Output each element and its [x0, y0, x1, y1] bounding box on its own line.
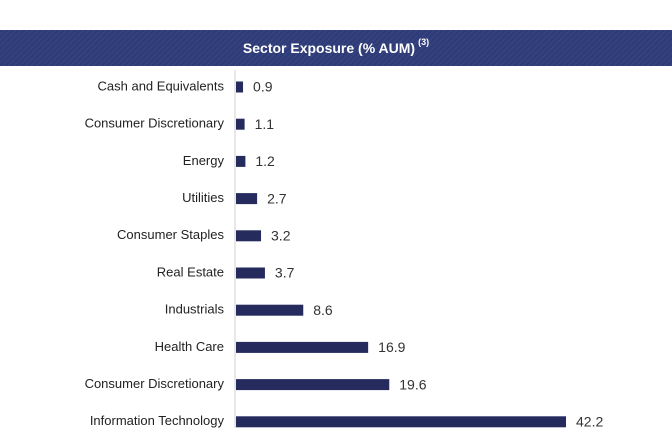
bar [236, 416, 566, 428]
category-label: Utilities [182, 190, 224, 205]
title-note: (3) [418, 37, 429, 47]
category-label: Consumer Discretionary [85, 376, 225, 391]
value-label: 42.2 [576, 414, 603, 428]
header-band [0, 30, 672, 66]
value-label: 16.9 [378, 339, 405, 355]
value-label: 1.1 [255, 116, 275, 132]
value-label: 19.6 [399, 376, 426, 392]
bar [236, 230, 262, 242]
bar [236, 267, 265, 279]
bar [236, 81, 244, 93]
value-label: 0.9 [253, 79, 273, 95]
category-label: Cash and Equivalents [98, 78, 225, 93]
category-label: Information Technology [90, 413, 225, 428]
value-label: 8.6 [313, 302, 333, 318]
category-label: Consumer Discretionary [85, 116, 225, 131]
chart-title: Sector Exposure (% AUM) (3) [243, 37, 429, 55]
bar [236, 304, 304, 316]
value-label: 1.2 [255, 153, 275, 169]
category-label: Industrials [165, 302, 225, 317]
value-label: 3.2 [271, 228, 291, 244]
bar [236, 193, 258, 205]
bar [236, 155, 246, 167]
category-label: Energy [183, 153, 225, 168]
bar [236, 341, 369, 353]
value-label: 3.7 [275, 265, 295, 281]
category-label: Health Care [155, 339, 224, 354]
bar [236, 118, 245, 130]
bar [236, 379, 390, 391]
title-text: Sector Exposure (% AUM) [243, 40, 415, 56]
value-label: 2.7 [267, 190, 287, 206]
category-label: Real Estate [157, 264, 224, 279]
category-label: Consumer Staples [117, 227, 224, 242]
